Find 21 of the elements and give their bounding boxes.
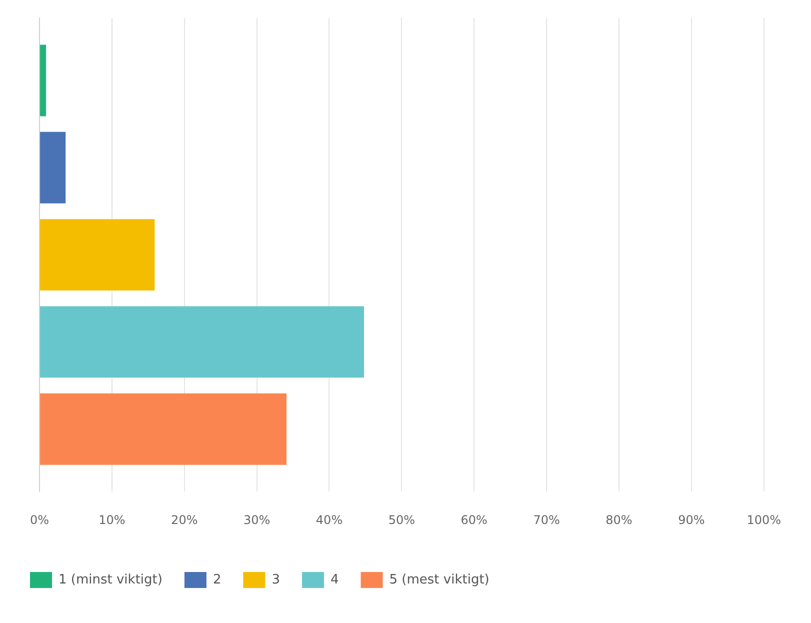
- x-tick-label: 30%: [243, 512, 270, 527]
- bar: [40, 132, 66, 204]
- x-tick-label: 100%: [746, 512, 782, 527]
- x-tick-label: 80%: [606, 512, 632, 527]
- x-tick-label: 50%: [388, 512, 416, 527]
- x-tick-label: 10%: [98, 512, 126, 527]
- legend-label: 1 (minst viktigt): [58, 572, 162, 588]
- legend-label: 4: [330, 572, 339, 588]
- x-tick-label: 40%: [316, 512, 343, 527]
- bar: [40, 393, 287, 465]
- legend-label: 5 (mest viktigt): [389, 572, 490, 588]
- x-tick-label: 0%: [30, 512, 50, 527]
- bar: [40, 306, 364, 378]
- legend-label: 2: [212, 572, 222, 588]
- legend-label: 3: [272, 572, 280, 588]
- x-tick-label: 20%: [171, 512, 198, 527]
- x-tick-label: 70%: [533, 512, 560, 527]
- x-tick-label: 60%: [460, 512, 488, 527]
- bar: [40, 219, 155, 291]
- x-tick-label: 90%: [678, 512, 705, 527]
- bar: [40, 44, 46, 116]
